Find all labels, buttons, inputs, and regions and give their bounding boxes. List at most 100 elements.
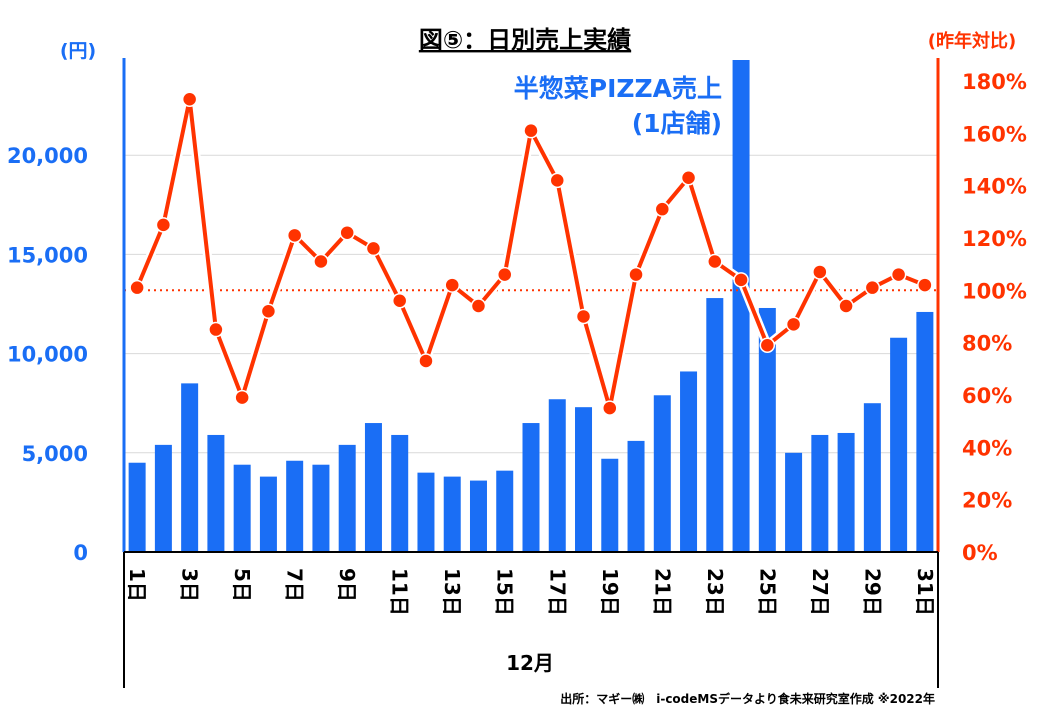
bar-12日 — [417, 472, 435, 552]
y-left-tick-label: 0 — [73, 541, 88, 565]
point-7日 — [286, 227, 303, 244]
bar-27日 — [811, 434, 829, 552]
bar-16日 — [522, 423, 540, 552]
x-tick-label: 27日 — [808, 568, 832, 616]
y-left-tick-label: 20,000 — [7, 144, 88, 168]
point-31日 — [917, 277, 933, 293]
x-tick-label: 23日 — [703, 568, 727, 616]
point-8日 — [313, 253, 329, 270]
point-6日 — [260, 303, 277, 319]
bar-1日 — [128, 462, 146, 552]
bar-26日 — [785, 452, 803, 552]
bar-9日 — [338, 444, 356, 552]
y-right-tick-label: 0% — [962, 541, 998, 565]
bar-23日 — [706, 298, 724, 552]
point-28日 — [838, 298, 854, 314]
point-4日 — [208, 321, 224, 338]
x-tick-label: 11日 — [388, 568, 412, 616]
x-tick-label: 31日 — [913, 568, 937, 616]
point-16日 — [523, 122, 539, 139]
point-9日 — [339, 224, 355, 241]
bar-29日 — [863, 403, 881, 552]
bar-31日 — [916, 311, 934, 552]
bar-13日 — [443, 476, 461, 552]
point-2日 — [155, 217, 172, 233]
y-right-tick-label: 180% — [962, 70, 1027, 94]
point-15日 — [496, 266, 513, 283]
point-12日 — [418, 353, 434, 369]
point-13日 — [444, 277, 460, 293]
bar-7日 — [286, 460, 304, 552]
footer-source: 出所：マギー㈱ i-codeMSデータより食未来研究室作成 ※2022年 — [560, 691, 935, 706]
x-tick-label: 3日 — [178, 568, 202, 602]
point-18日 — [575, 308, 592, 325]
point-29日 — [864, 279, 881, 296]
bar-25日 — [758, 307, 776, 552]
bar-22日 — [680, 371, 698, 552]
bar-21日 — [653, 395, 671, 552]
point-5日 — [234, 389, 250, 406]
bar-6日 — [259, 476, 277, 552]
point-17日 — [549, 172, 566, 189]
x-tick-label: 13日 — [440, 568, 464, 616]
y-right-tick-label: 40% — [962, 436, 1012, 460]
y-right-tick-label: 160% — [962, 122, 1027, 146]
bar-15日 — [496, 470, 514, 552]
x-tick-label: 1日 — [125, 568, 149, 602]
bar-3日 — [181, 383, 199, 552]
bar-28日 — [837, 432, 855, 552]
y-left-tick-label: 10,000 — [7, 343, 88, 367]
bar-30日 — [890, 337, 908, 552]
x-tick-label: 25日 — [755, 568, 779, 616]
point-30日 — [890, 266, 907, 283]
bar-18日 — [575, 407, 593, 552]
y-right-tick-label: 60% — [962, 384, 1012, 408]
bar-10日 — [364, 423, 382, 552]
left-axis-label: (円) — [60, 40, 96, 62]
point-21日 — [654, 201, 671, 217]
bar-4日 — [207, 434, 225, 552]
x-tick-label: 17日 — [545, 568, 569, 616]
point-20日 — [628, 266, 644, 283]
bar-5日 — [233, 464, 251, 552]
bar-17日 — [548, 399, 566, 552]
y-left-tick-label: 5,000 — [22, 442, 88, 466]
x-axis-label: 12月 — [506, 651, 554, 675]
x-tick-label: 21日 — [650, 568, 674, 616]
bar-2日 — [154, 444, 172, 552]
x-tick-label: 7日 — [283, 568, 307, 602]
point-10日 — [365, 240, 382, 257]
chart-title: 図⑤：日別売上実績 — [419, 26, 631, 54]
point-22日 — [680, 170, 697, 186]
point-25日 — [759, 337, 776, 354]
bar-24日 — [732, 60, 750, 552]
x-tick-label: 29日 — [860, 568, 884, 616]
y-right-tick-label: 120% — [962, 227, 1027, 251]
point-11日 — [391, 293, 408, 309]
point-23日 — [707, 253, 723, 270]
point-27日 — [812, 264, 828, 280]
bar-20日 — [627, 440, 645, 552]
y-right-tick-label: 140% — [962, 175, 1027, 199]
x-tick-label: 5日 — [230, 568, 254, 602]
point-24日 — [733, 272, 749, 288]
bar-19日 — [601, 458, 619, 552]
bar-14日 — [469, 480, 487, 552]
point-3日 — [181, 91, 198, 108]
y-right-tick-label: 80% — [962, 332, 1012, 356]
point-1日 — [129, 279, 145, 296]
point-26日 — [785, 316, 802, 333]
right-axis-label: (昨年対比) — [928, 30, 1016, 52]
y-right-tick-label: 100% — [962, 279, 1027, 303]
point-19日 — [602, 400, 618, 416]
x-tick-label: 19日 — [598, 568, 622, 616]
bar-8日 — [312, 464, 330, 552]
x-tick-label: 15日 — [493, 568, 517, 616]
y-right-tick-label: 20% — [962, 489, 1012, 513]
line-halo — [132, 94, 927, 413]
point-14日 — [470, 298, 487, 314]
x-tick-label: 9日 — [335, 568, 359, 602]
bar-11日 — [391, 434, 409, 552]
annotation-line1: 半惣菜PIZZA売上 — [514, 74, 722, 103]
